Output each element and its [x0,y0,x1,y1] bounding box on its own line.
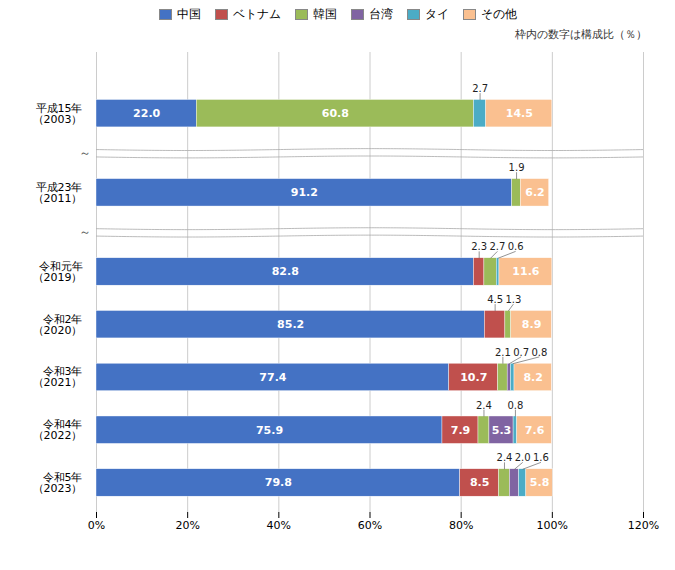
svg-text:令和元年（2019）: 令和元年（2019） [33,260,83,284]
html-text:韓国: 韓国 [312,7,337,21]
svg-text:令和2年（2020）: 令和2年（2020） [33,313,83,337]
svg-text:0.8: 0.8 [507,400,523,411]
svg-text:平成15年（2003）: 平成15年（2003） [33,102,83,126]
svg-text:1.6: 1.6 [533,452,549,463]
svg-text:0.8: 0.8 [531,347,547,358]
svg-text:2.7: 2.7 [472,83,488,94]
svg-text:20%: 20% [175,519,199,532]
svg-text:7.9: 7.9 [451,424,471,437]
svg-text:4.5: 4.5 [487,294,503,305]
svg-text:2.4: 2.4 [476,400,492,411]
svg-text:85.2: 85.2 [277,318,304,331]
svg-text:75.9: 75.9 [256,424,283,437]
svg-text:～: ～ [79,225,91,239]
html-text:その他: その他 [480,7,517,21]
svg-text:令和5年（2023）: 令和5年（2023） [33,471,83,495]
svg-text:5.3: 5.3 [492,424,512,437]
svg-text:5.8: 5.8 [530,476,550,489]
svg-text:82.8: 82.8 [272,265,299,278]
svg-text:2.7: 2.7 [489,241,505,252]
svg-text:1.3: 1.3 [505,294,521,305]
html-text:タイ: タイ [424,7,449,21]
svg-text:80%: 80% [449,519,473,532]
svg-text:40%: 40% [267,519,291,532]
svg-text:2.0: 2.0 [515,452,531,463]
svg-text:77.4: 77.4 [259,371,286,384]
svg-text:7.6: 7.6 [525,424,545,437]
svg-text:2.4: 2.4 [497,452,513,463]
svg-text:0.7: 0.7 [513,347,529,358]
svg-text:令和3年（2021）: 令和3年（2021） [33,365,83,389]
svg-text:令和4年（2022）: 令和4年（2022） [33,418,83,442]
svg-text:11.6: 11.6 [512,265,539,278]
svg-text:平成23年（2011）: 平成23年（2011） [33,181,83,205]
svg-text:0.6: 0.6 [508,241,524,252]
svg-text:14.5: 14.5 [506,107,533,120]
svg-text:1.9: 1.9 [509,162,525,173]
html-text:台湾: 台湾 [368,7,393,21]
svg-text:8.5: 8.5 [470,476,490,489]
svg-text:60.8: 60.8 [322,107,349,120]
svg-text:2.1: 2.1 [495,347,511,358]
svg-text:8.2: 8.2 [523,371,543,384]
svg-text:100%: 100% [537,519,568,532]
svg-text:120%: 120% [628,519,659,532]
html-text:中国: 中国 [176,7,201,21]
svg-text:0%: 0% [88,519,105,532]
svg-text:6.2: 6.2 [525,186,545,199]
html-text:ベトナム: ベトナム [232,7,281,21]
svg-text:2.3: 2.3 [471,241,487,252]
svg-text:10.7: 10.7 [460,371,487,384]
svg-text:22.0: 22.0 [133,107,160,120]
svg-text:60%: 60% [358,519,382,532]
svg-text:8.9: 8.9 [522,318,542,331]
svg-text:79.8: 79.8 [265,476,292,489]
svg-text:91.2: 91.2 [291,186,318,199]
svg-text:～: ～ [79,146,91,160]
html-text:枠内の数字は構成比（％）: 枠内の数字は構成比（％） [515,28,647,41]
